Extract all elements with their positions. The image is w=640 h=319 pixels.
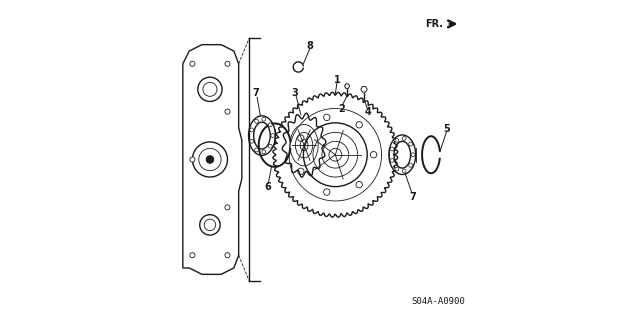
Polygon shape <box>344 84 349 88</box>
Text: FR.: FR. <box>425 19 443 29</box>
Circle shape <box>250 139 253 143</box>
Polygon shape <box>282 113 326 177</box>
Text: 3: 3 <box>292 87 298 98</box>
Circle shape <box>412 153 415 157</box>
Text: 2: 2 <box>338 104 345 114</box>
Circle shape <box>255 119 259 123</box>
Circle shape <box>268 144 272 148</box>
Circle shape <box>403 137 406 140</box>
Circle shape <box>225 205 230 210</box>
Circle shape <box>225 253 230 258</box>
Text: 4: 4 <box>365 107 372 117</box>
Circle shape <box>190 61 195 66</box>
Circle shape <box>409 142 413 146</box>
Text: S04A-A0900: S04A-A0900 <box>412 297 465 306</box>
Polygon shape <box>361 86 367 92</box>
Circle shape <box>262 150 266 154</box>
Text: 1: 1 <box>333 75 340 85</box>
Circle shape <box>190 253 195 258</box>
Circle shape <box>395 167 399 171</box>
Circle shape <box>409 163 413 167</box>
Circle shape <box>390 159 394 162</box>
Circle shape <box>390 147 394 151</box>
Polygon shape <box>183 45 242 274</box>
Text: 7: 7 <box>409 192 416 202</box>
Circle shape <box>190 157 195 162</box>
Circle shape <box>271 134 275 137</box>
Circle shape <box>225 109 230 114</box>
Circle shape <box>255 148 259 152</box>
Polygon shape <box>273 92 397 217</box>
Text: 5: 5 <box>444 124 451 134</box>
Circle shape <box>225 61 230 66</box>
Circle shape <box>250 128 253 132</box>
Circle shape <box>403 169 406 173</box>
Text: 7: 7 <box>253 88 260 99</box>
Text: 8: 8 <box>307 41 314 51</box>
Text: 6: 6 <box>264 182 271 192</box>
Circle shape <box>206 156 214 163</box>
Circle shape <box>262 117 266 121</box>
Circle shape <box>395 138 399 142</box>
Circle shape <box>268 123 272 127</box>
